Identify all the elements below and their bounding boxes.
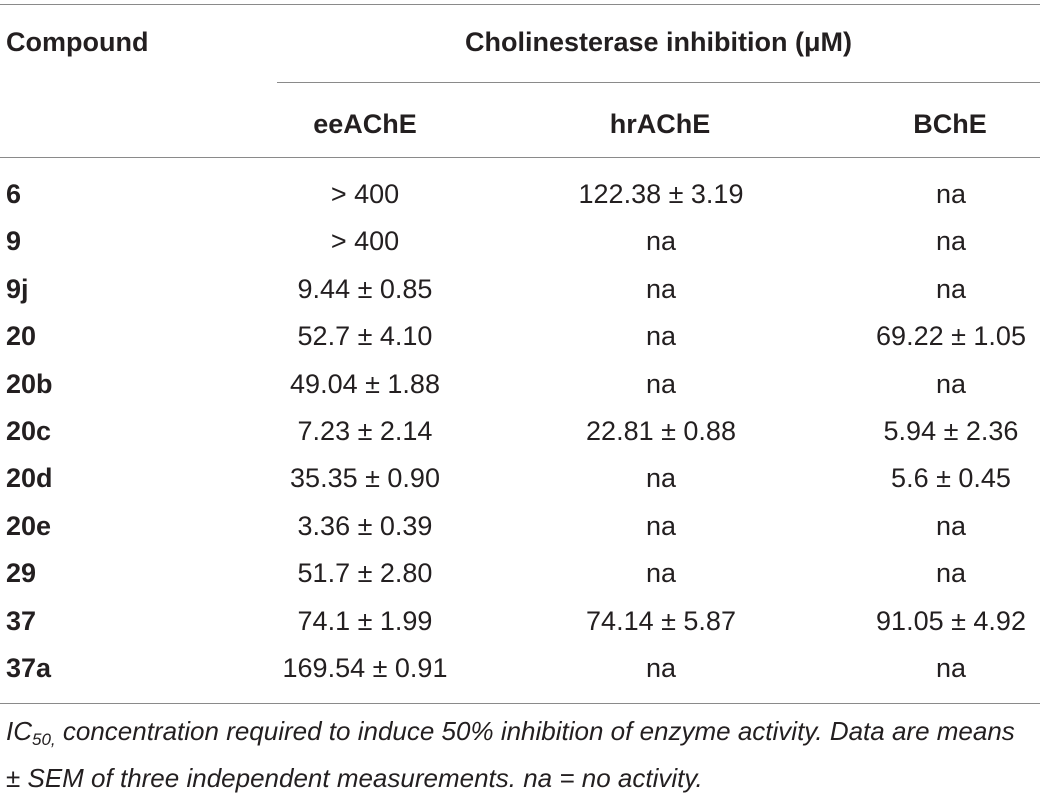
row-compound: 9 — [6, 226, 22, 256]
header-group-cholinesterase: Cholinesterase inhibition (μM) — [464, 27, 853, 57]
row-eeache-value: > 400 — [330, 179, 400, 209]
row-eeache-value: 51.7 ± 2.80 — [297, 558, 433, 588]
header-col-bche: BChE — [913, 109, 987, 139]
row-compound: 9j — [6, 274, 29, 304]
row-eeache-value: 3.36 ± 0.39 — [297, 511, 433, 541]
row-compound: 20c — [6, 416, 52, 446]
footnote-ic: IC — [6, 716, 32, 746]
row-compound: 20d — [6, 463, 53, 493]
row-hrache-value: na — [645, 558, 677, 588]
row-eeache-value: 52.7 ± 4.10 — [297, 321, 433, 351]
row-hrache-value: na — [645, 463, 677, 493]
row-compound: 37 — [6, 606, 37, 636]
row-hrache-value: na — [645, 226, 677, 256]
row-bche-value: 69.22 ± 1.05 — [876, 321, 1026, 351]
row-hrache-value: 122.38 ± 3.19 — [578, 179, 744, 209]
row-bche-value: 5.6 ± 0.45 — [891, 463, 1011, 493]
row-eeache-value: 169.54 ± 0.91 — [282, 653, 448, 683]
row-hrache-value: na — [645, 369, 677, 399]
header-compound: Compound — [6, 27, 149, 57]
row-hrache-value: 74.14 ± 5.87 — [586, 606, 736, 636]
row-compound: 6 — [6, 179, 22, 209]
row-compound: 37a — [6, 653, 52, 683]
row-hrache-value: 22.81 ± 0.88 — [586, 416, 736, 446]
header-col-eeache: eeAChE — [313, 109, 417, 139]
header-group-rule — [277, 82, 1040, 83]
row-hrache-value: na — [645, 511, 677, 541]
row-bche-value: 91.05 ± 4.92 — [876, 606, 1026, 636]
row-compound: 29 — [6, 558, 37, 588]
row-bche-value: na — [935, 226, 967, 256]
row-eeache-value: 9.44 ± 0.85 — [297, 274, 433, 304]
row-hrache-value: na — [645, 653, 677, 683]
row-bche-value: na — [935, 274, 967, 304]
table-footnote: IC50, concentration required to induce 5… — [6, 712, 1036, 797]
row-bche-value: 5.94 ± 2.36 — [883, 416, 1019, 446]
row-eeache-value: > 400 — [330, 226, 400, 256]
row-bche-value: na — [935, 653, 967, 683]
row-eeache-value: 49.04 ± 1.88 — [290, 369, 440, 399]
row-eeache-value: 7.23 ± 2.14 — [297, 416, 433, 446]
row-compound: 20b — [6, 369, 53, 399]
footnote-ic-subscript: 50, — [32, 730, 56, 749]
row-eeache-value: 74.1 ± 1.99 — [297, 606, 433, 636]
row-hrache-value: na — [645, 274, 677, 304]
footnote-text: concentration required to induce 50% inh… — [6, 716, 1015, 793]
row-compound: 20e — [6, 511, 52, 541]
table-top-rule — [0, 4, 1040, 5]
header-col-hrache: hrAChE — [609, 109, 711, 139]
row-hrache-value: na — [645, 321, 677, 351]
row-bche-value: na — [935, 369, 967, 399]
table-bottom-rule — [0, 703, 1040, 704]
row-compound: 20 — [6, 321, 37, 351]
header-bottom-rule — [0, 157, 1040, 158]
row-bche-value: na — [935, 511, 967, 541]
row-eeache-value: 35.35 ± 0.90 — [290, 463, 440, 493]
row-bche-value: na — [935, 558, 967, 588]
row-bche-value: na — [935, 179, 967, 209]
